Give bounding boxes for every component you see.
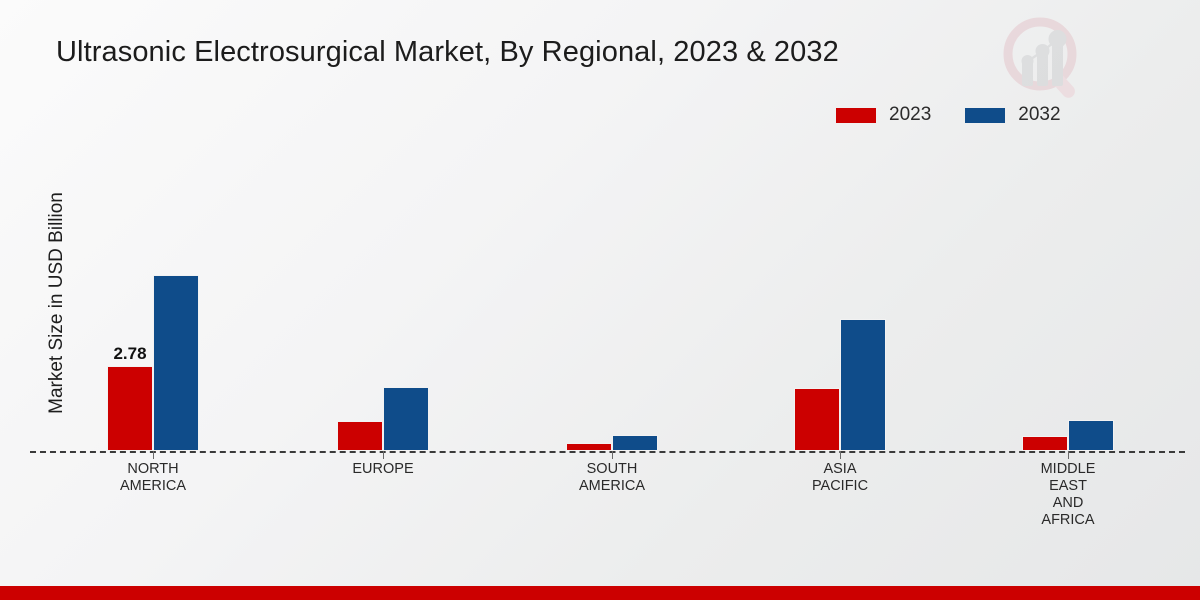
chart-legend: 2023 2032 — [836, 104, 1061, 126]
x-axis-tick — [153, 451, 154, 459]
x-axis-label-middle-east-and-africa: MIDDLE EAST AND AFRICA — [1040, 461, 1096, 528]
bar-2032-asia-pacific[interactable] — [840, 319, 886, 451]
x-axis-label-south-america: SOUTH AMERICA — [578, 461, 646, 494]
x-axis-label-north-america: NORTH AMERICA — [119, 461, 187, 494]
magnifier-bar-chart-logo-icon — [1000, 14, 1092, 106]
legend-swatch-2023 — [836, 107, 876, 123]
footer-accent-bar — [0, 586, 1200, 600]
axis-baseline — [30, 451, 1185, 453]
x-axis-label-asia-pacific: ASIA PACIFIC — [811, 461, 869, 494]
bar-2023-south-america[interactable] — [566, 443, 612, 451]
legend-item-2032[interactable]: 2032 — [965, 104, 1061, 126]
chart-title: Ultrasonic Electrosurgical Market, By Re… — [56, 36, 839, 68]
x-axis-label-europe: EUROPE — [352, 461, 414, 477]
bar-2023-asia-pacific[interactable] — [794, 388, 840, 451]
x-axis-tick — [840, 451, 841, 459]
bar-2023-north-america[interactable]: 2.78 — [107, 344, 153, 451]
x-axis-tick — [612, 451, 613, 459]
legend-swatch-2032 — [965, 107, 1006, 123]
x-axis-tick — [1068, 451, 1069, 459]
bar-2023-europe[interactable] — [337, 421, 383, 451]
bar-2023-middle-east-and-africa[interactable] — [1022, 436, 1068, 451]
bar-2032-north-america[interactable] — [153, 275, 199, 451]
bar-value-label: 2.78 — [113, 343, 147, 363]
bar-2032-south-america[interactable] — [612, 435, 658, 451]
bar-2032-europe[interactable] — [383, 387, 429, 451]
bar-2032-middle-east-and-africa[interactable] — [1068, 420, 1114, 451]
x-axis-tick — [383, 451, 384, 459]
legend-label-2023: 2023 — [889, 104, 932, 125]
legend-label-2032: 2032 — [1018, 104, 1061, 125]
legend-item-2023[interactable]: 2023 — [836, 104, 931, 126]
